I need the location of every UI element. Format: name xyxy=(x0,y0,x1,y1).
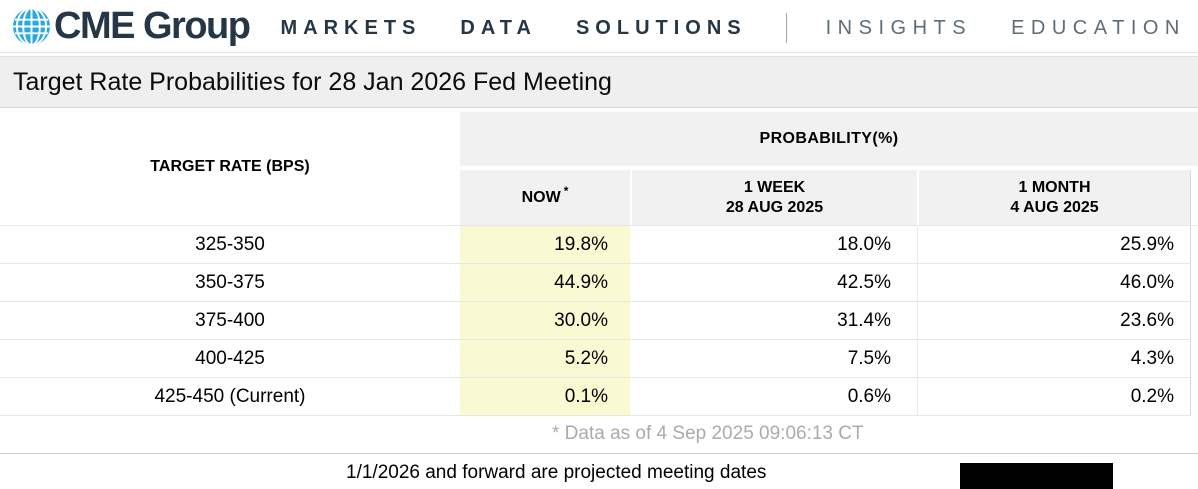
target-rate-cell: 375-400 xyxy=(0,302,460,340)
now-label: NOW xyxy=(521,188,561,206)
bottom-band: 1/1/2026 and forward are projected meeti… xyxy=(0,454,1198,489)
target-rate-cell: 400-425 xyxy=(0,340,460,378)
nav-data[interactable]: DATA xyxy=(460,16,537,39)
top-nav: CME Group MARKETS DATA SOLUTIONS INSIGHT… xyxy=(0,0,1198,53)
target-rate-cell: 425-450 (Current) xyxy=(0,378,460,416)
table-body: 325-350 19.8% 18.0% 25.9% 350-375 44.9% … xyxy=(0,225,1198,416)
bottom-note: 1/1/2026 and forward are projected meeti… xyxy=(346,462,767,483)
redacted-box xyxy=(960,463,1113,489)
brand-name: CME Group xyxy=(54,4,251,47)
table-row: 325-350 19.8% 18.0% 25.9% xyxy=(0,226,1198,264)
vertical-scrollbar[interactable] xyxy=(1190,226,1198,264)
week-prob-cell: 0.6% xyxy=(630,378,917,416)
fedwatch-table: TARGET RATE (BPS) PROBABILITY(%) NOW * 1 … xyxy=(0,108,1198,454)
brand[interactable]: CME Group xyxy=(12,4,251,48)
vertical-scrollbar[interactable] xyxy=(1190,378,1198,416)
now-prob-cell: 44.9% xyxy=(460,264,630,302)
nav-links: MARKETS DATA SOLUTIONS INSIGHTS EDUCATIO… xyxy=(280,9,1185,43)
nav-solutions[interactable]: SOLUTIONS xyxy=(575,16,747,39)
table-row: 400-425 5.2% 7.5% 4.3% xyxy=(0,340,1198,378)
page-title: Target Rate Probabilities for 28 Jan 202… xyxy=(0,56,1198,108)
month-date: 4 AUG 2025 xyxy=(1010,198,1099,216)
week-prob-cell: 42.5% xyxy=(630,264,917,302)
week-column-header: 1 WEEK 28 AUG 2025 xyxy=(630,170,917,225)
nav-insights[interactable]: INSIGHTS xyxy=(825,16,973,39)
data-asof-footnote: * Data as of 4 Sep 2025 09:06:13 CT xyxy=(0,416,1198,454)
target-rate-cell: 350-375 xyxy=(0,264,460,302)
month-prob-cell: 46.0% xyxy=(917,264,1190,302)
month-prob-cell: 0.2% xyxy=(917,378,1190,416)
table-row: 425-450 (Current) 0.1% 0.6% 0.2% xyxy=(0,378,1198,416)
table-row: 375-400 30.0% 31.4% 23.6% xyxy=(0,302,1198,340)
month-prob-cell: 4.3% xyxy=(917,340,1190,378)
month-column-header: 1 MONTH 4 AUG 2025 xyxy=(917,170,1190,225)
week-label: 1 WEEK xyxy=(743,178,806,196)
target-rate-cell: 325-350 xyxy=(0,226,460,264)
nav-divider xyxy=(785,13,787,43)
vertical-scrollbar[interactable] xyxy=(1190,302,1198,340)
nav-markets[interactable]: MARKETS xyxy=(280,16,422,39)
week-prob-cell: 7.5% xyxy=(630,340,917,378)
now-prob-cell: 19.8% xyxy=(460,226,630,264)
table-header: TARGET RATE (BPS) PROBABILITY(%) NOW * 1 … xyxy=(0,108,1198,225)
vertical-scrollbar[interactable] xyxy=(1190,170,1198,225)
now-prob-cell: 30.0% xyxy=(460,302,630,340)
vertical-scrollbar[interactable] xyxy=(1190,340,1198,378)
week-date: 28 AUG 2025 xyxy=(725,198,824,216)
now-prob-cell: 5.2% xyxy=(460,340,630,378)
week-prob-cell: 31.4% xyxy=(630,302,917,340)
table-row: 350-375 44.9% 42.5% 46.0% xyxy=(0,264,1198,302)
month-prob-cell: 25.9% xyxy=(917,226,1190,264)
cme-globe-icon xyxy=(12,6,51,46)
probability-header: PROBABILITY(%) xyxy=(460,112,1198,166)
now-column-header: NOW * xyxy=(460,170,630,225)
nav-education[interactable]: EDUCATION xyxy=(1011,16,1186,39)
month-prob-cell: 23.6% xyxy=(917,302,1190,340)
now-asterisk: * xyxy=(563,183,569,198)
rate-column-header: TARGET RATE (BPS) xyxy=(0,108,460,225)
now-prob-cell: 0.1% xyxy=(460,378,630,416)
week-prob-cell: 18.0% xyxy=(630,226,917,264)
vertical-scrollbar[interactable] xyxy=(1190,264,1198,302)
month-label: 1 MONTH xyxy=(1018,178,1091,196)
